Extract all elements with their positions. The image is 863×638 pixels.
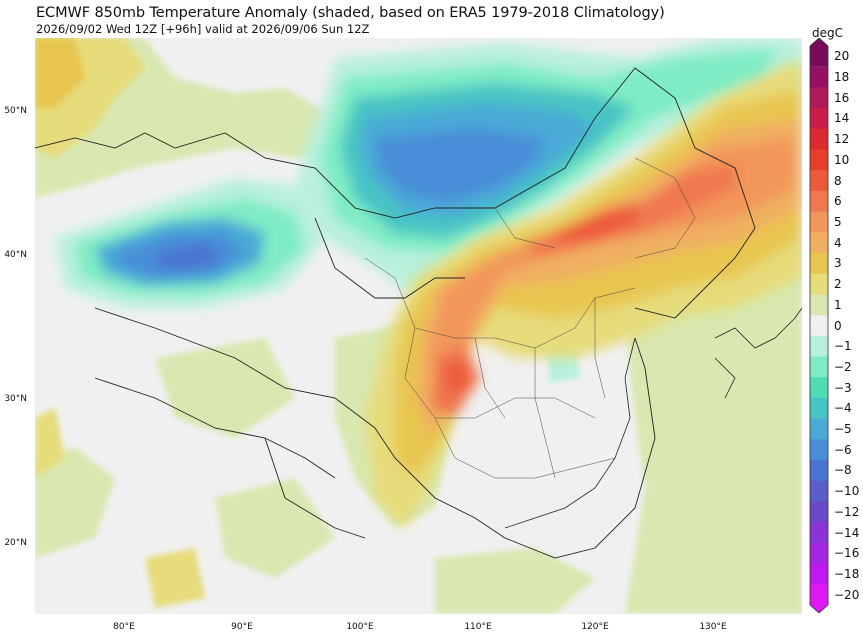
chart-subtitle: 2026/09/02 Wed 12Z [+96h] valid at 2026/… (36, 22, 370, 36)
lat-label-40n: 40°N (4, 250, 27, 260)
colorbar-swatch (810, 190, 828, 213)
colorbar-tick-label: 5 (834, 214, 842, 229)
colorbar-swatch (810, 480, 828, 502)
colorbar-tick-label: −4 (834, 401, 852, 416)
colorbar-swatch (810, 38, 828, 67)
colorbar-swatch (810, 377, 828, 399)
anomaly-map (35, 38, 802, 614)
colorbar-swatch (810, 418, 828, 440)
colorbar-outline (809, 38, 829, 613)
anomaly-cold-mongolia (295, 38, 802, 298)
colorbar-swatch (810, 584, 828, 613)
colorbar-tick-label: 16 (834, 90, 850, 105)
colorbar-tick-label: −20 (834, 587, 860, 602)
colorbar-tick-label: −10 (834, 484, 860, 499)
colorbar-swatch (810, 335, 828, 358)
colorbar-swatch (810, 542, 828, 565)
lon-label-90e: 90°E (231, 622, 253, 632)
lat-label-20n: 20°N (4, 538, 27, 548)
colorbar-swatch (810, 315, 828, 337)
country-boundaries (35, 67, 756, 559)
colorbar-swatch (810, 273, 828, 295)
anomaly-plus3-nw (35, 38, 85, 108)
colorbar-swatch (810, 397, 828, 420)
lat-label-50n: 50°N (4, 106, 27, 116)
colorbar-tick-label: −5 (834, 422, 852, 437)
anomaly-plus1-region (35, 38, 802, 614)
colorbar-tick-label: −12 (834, 504, 860, 519)
colorbar-swatch (810, 66, 828, 88)
lon-label-110e: 110°E (464, 622, 492, 632)
lon-label-130e: 130°E (699, 622, 727, 632)
colorbar-tick-label: −8 (834, 463, 852, 478)
colorbar-tick-label: 12 (834, 132, 850, 147)
colorbar-swatch (810, 149, 828, 171)
chart-title: ECMWF 850mb Temperature Anomaly (shaded,… (36, 5, 665, 21)
colorbar-tick-label: 3 (834, 256, 842, 271)
anomaly-cold-tarim (55, 178, 325, 308)
lon-label-100e: 100°E (346, 622, 374, 632)
colorbar-tick-label: 0 (834, 318, 842, 333)
colorbar-tick-label: −18 (834, 566, 860, 581)
colorbar-swatch (810, 563, 828, 585)
colorbar-unit: degC (812, 26, 843, 40)
colorbar-tick-label: 14 (834, 111, 850, 126)
colorbar-tick-label: 1 (834, 297, 842, 312)
coastline (504, 307, 802, 529)
colorbar-swatch (810, 87, 828, 109)
colorbar-tick-label: 6 (834, 194, 842, 209)
colorbar-swatch (810, 356, 828, 378)
colorbar-tick-label: 8 (834, 173, 842, 188)
lat-label-30n: 30°N (4, 394, 27, 404)
colorbar-swatch (810, 501, 828, 523)
colorbar-swatch (810, 170, 828, 192)
lon-label-120e: 120°E (581, 622, 609, 632)
colorbar-swatch (810, 128, 828, 151)
colorbar-tick-label: −2 (834, 359, 852, 374)
colorbar-tick-label: −6 (834, 442, 852, 457)
lon-label-80e: 80°E (113, 622, 135, 632)
colorbar-tick-label: −3 (834, 380, 852, 395)
colorbar-tick-label: −14 (834, 525, 860, 540)
colorbar (809, 38, 829, 613)
colorbar-tick-label: −1 (834, 339, 852, 354)
colorbar-swatch (810, 522, 828, 544)
colorbar-swatch (810, 108, 828, 130)
colorbar-tick-label: 10 (834, 152, 850, 167)
colorbar-swatch (810, 232, 828, 254)
colorbar-swatch (810, 294, 828, 316)
colorbar-swatch (810, 253, 828, 275)
colorbar-swatch (810, 439, 828, 461)
colorbar-tick-label: 4 (834, 235, 842, 250)
colorbar-tick-label: −16 (834, 546, 860, 561)
colorbar-tick-label: 2 (834, 277, 842, 292)
colorbar-swatch (810, 460, 828, 482)
province-boundaries (364, 157, 696, 479)
colorbar-tick-label: 20 (834, 49, 850, 64)
colorbar-tick-label: 18 (834, 70, 850, 85)
colorbar-swatch (810, 211, 828, 233)
anomaly-warm-band (365, 58, 802, 528)
